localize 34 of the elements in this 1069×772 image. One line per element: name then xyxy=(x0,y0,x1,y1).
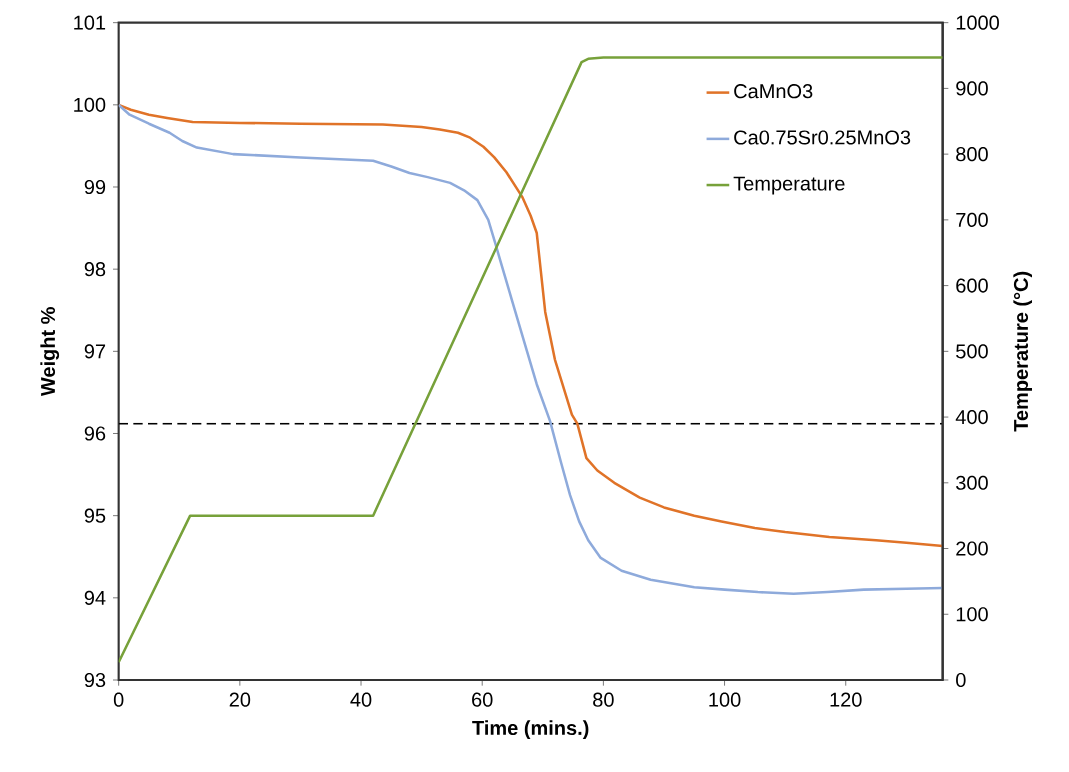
y2-tick-label: 1000 xyxy=(956,15,999,30)
x-tick-label: 80 xyxy=(593,692,614,707)
line-series xyxy=(118,56,943,664)
y-tick-label: 96 xyxy=(84,426,106,441)
x-tick-label: 60 xyxy=(472,692,493,707)
y2-tick-label: 100 xyxy=(956,607,988,622)
y2-tick-label: 200 xyxy=(956,541,988,556)
y-tick-label: 94 xyxy=(84,590,106,605)
y2-tick-label: 900 xyxy=(956,81,988,96)
y-axis-title: Weight % xyxy=(40,307,60,397)
y-tick-label: 97 xyxy=(84,344,106,359)
legend-label: Ca0.75Sr0.25MnO3 xyxy=(734,130,911,145)
legend-label: Temperature xyxy=(733,176,845,195)
y2-axis-title: Temperature (°C) xyxy=(1013,271,1033,432)
y-tick-label: 100 xyxy=(74,97,106,112)
x-tick-label: 40 xyxy=(350,692,372,707)
y2-tick-label: 0 xyxy=(956,672,966,688)
y2-tick-label: 800 xyxy=(956,147,988,162)
x-tick-label: 120 xyxy=(830,692,862,707)
y2-tick-label: 300 xyxy=(956,475,988,490)
x-tick-label: 100 xyxy=(709,692,741,707)
y2-tick-label: 500 xyxy=(956,344,988,359)
y2-tick-label: 400 xyxy=(955,409,988,425)
x-tick-label: 20 xyxy=(229,692,251,707)
y-tick-label: 98 xyxy=(84,262,106,277)
y-tick-label: 95 xyxy=(84,508,106,523)
y-tick-label: 101 xyxy=(74,15,106,30)
y-tick-label: 99 xyxy=(84,179,106,195)
y-tick-label: 93 xyxy=(84,672,106,688)
x-tick-label: 0 xyxy=(113,692,124,707)
y2-tick-label: 700 xyxy=(956,212,988,227)
x-axis-title: Time (mins.) xyxy=(472,720,589,739)
y2-tick-label: 600 xyxy=(956,278,988,293)
legend-label: CaMnO3 xyxy=(734,84,813,99)
